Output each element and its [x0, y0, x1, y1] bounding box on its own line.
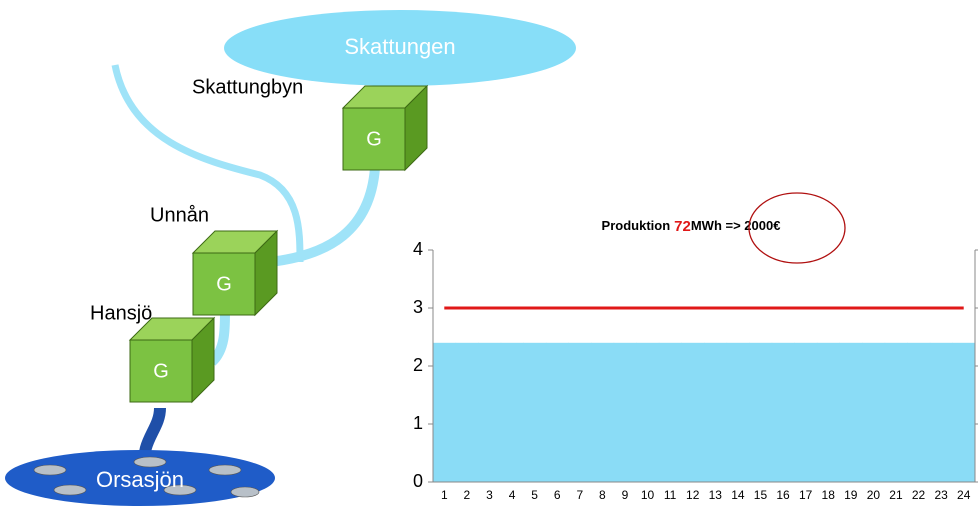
fish-group [33, 456, 260, 498]
lake [224, 10, 576, 86]
generator-label: G [216, 273, 232, 295]
bar [704, 342, 728, 482]
station-label: Unnån [150, 204, 209, 226]
y-tick-label: 1 [413, 413, 423, 433]
x-tick-label: 16 [776, 488, 790, 502]
bar [794, 342, 818, 482]
fish [33, 464, 67, 476]
title-part: MWh => 2000€ [691, 218, 781, 233]
generator-label: G [153, 360, 169, 382]
x-tick-label: 20 [867, 488, 881, 502]
bar [726, 342, 750, 482]
x-tick-label: 6 [554, 488, 561, 502]
bar [929, 342, 953, 482]
x-tick-label: 17 [799, 488, 813, 502]
bar [862, 342, 886, 482]
x-tick-label: 2 [464, 488, 471, 502]
fish [133, 456, 167, 468]
station-label: Skattungbyn [192, 76, 303, 98]
bar [523, 342, 547, 482]
bar [500, 342, 524, 482]
bar [613, 342, 637, 482]
x-tick-label: 12 [686, 488, 700, 502]
highlight-circle [748, 192, 846, 264]
bar [681, 342, 705, 482]
bar [884, 342, 908, 482]
fish [163, 484, 197, 496]
x-tick-label: 8 [599, 488, 606, 502]
x-tick-label: 10 [641, 488, 655, 502]
x-tick-label: 9 [622, 488, 629, 502]
x-tick-label: 22 [912, 488, 926, 502]
bar [591, 342, 615, 482]
river [111, 64, 304, 263]
river [269, 167, 380, 267]
title-part: Produktion [602, 218, 671, 233]
chart-title: Produktion 72MWh => 2000€ [602, 218, 781, 235]
x-tick-label: 24 [957, 488, 971, 502]
x-tick-label: 23 [934, 488, 948, 502]
y-tick-label: 2 [413, 355, 423, 375]
x-tick-label: 4 [509, 488, 516, 502]
x-tick-label: 11 [664, 488, 677, 502]
x-tick-label: 5 [531, 488, 538, 502]
bar [771, 342, 795, 482]
river [208, 311, 230, 366]
generator-label: G [366, 128, 382, 150]
fish [230, 486, 260, 498]
x-tick-label: 19 [844, 488, 858, 502]
fish [208, 464, 242, 476]
bar [952, 342, 976, 482]
bar [636, 342, 660, 482]
bar [455, 342, 479, 482]
y-tick-label: 4 [413, 239, 423, 259]
cube-front [342, 107, 406, 171]
title-part: 72 [674, 218, 691, 235]
x-tick-label: 3 [486, 488, 493, 502]
x-tick-label: 21 [889, 488, 903, 502]
x-tick-label: 13 [709, 488, 723, 502]
fish [53, 484, 87, 496]
x-tick-label: 18 [822, 488, 836, 502]
x-tick-label: 15 [754, 488, 768, 502]
cube-front [192, 252, 256, 316]
bar [478, 342, 502, 482]
bar [839, 342, 863, 482]
bar [816, 342, 840, 482]
bar [545, 342, 569, 482]
x-tick-label: 1 [441, 488, 448, 502]
y-tick-label: 3 [413, 297, 423, 317]
bar [907, 342, 931, 482]
y-tick-label: 0 [413, 471, 423, 491]
bar [658, 342, 682, 482]
bar [568, 342, 592, 482]
bar [749, 342, 773, 482]
lake-label: Orsasjön [96, 467, 184, 492]
bar [433, 342, 457, 482]
x-tick-label: 14 [731, 488, 745, 502]
cube-front [129, 339, 193, 403]
station-label: Hansjö [90, 302, 152, 324]
generators: G G G [128, 84, 429, 404]
x-tick-label: 7 [576, 488, 583, 502]
lake-label: Skattungen [344, 34, 455, 59]
